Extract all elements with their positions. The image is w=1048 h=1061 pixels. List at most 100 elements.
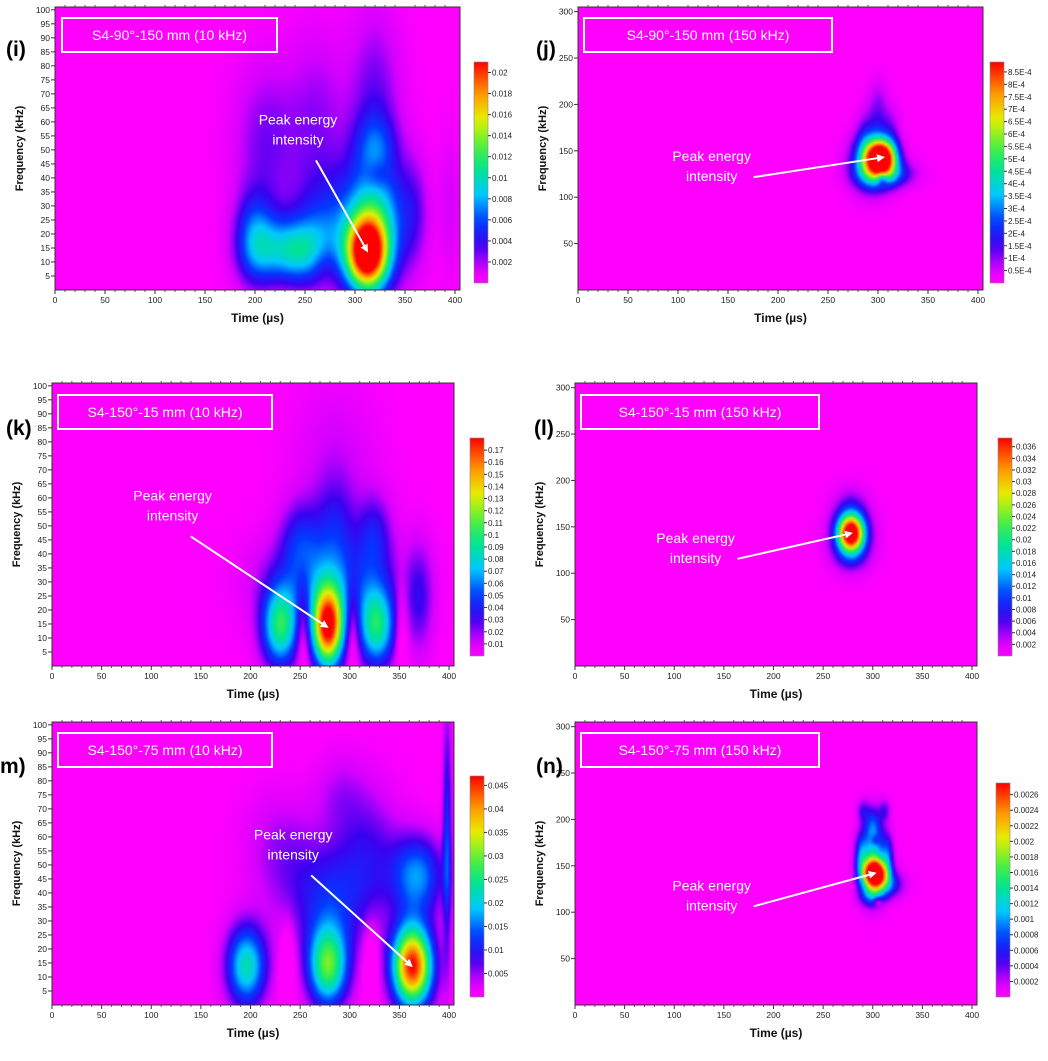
x-axis-label: Time (µs): [750, 1026, 803, 1040]
heatmap-image: [55, 7, 460, 290]
y-axis-label: Frequency (kHz): [14, 105, 26, 191]
annotation-line-2: intensity: [268, 846, 319, 862]
colorbar: [997, 437, 1013, 657]
colorbar-tick-label: 3E-4: [1008, 205, 1025, 214]
colorbar-tick-label: 0.004: [1016, 629, 1037, 638]
colorbar-tick-label: 0.11: [488, 519, 504, 528]
y-tick-label: 200: [559, 99, 573, 109]
y-tick-label: 40: [38, 888, 48, 898]
annotation-line-2: intensity: [147, 507, 198, 523]
colorbar-tick-label: 7.5E-4: [1008, 93, 1032, 102]
annotation-line-2: intensity: [686, 897, 737, 913]
colorbar-tick-label: 0.0012: [1014, 900, 1039, 909]
colorbar-tick-label: 0.02: [488, 628, 504, 637]
x-tick-label: 400: [442, 1010, 456, 1020]
colorbar-tick-label: 0.015: [488, 922, 509, 931]
y-tick-label: 200: [556, 475, 570, 485]
plot-frame: [51, 721, 455, 1006]
plot-frame: [577, 6, 984, 291]
annotation-line-2: intensity: [272, 131, 323, 147]
y-tick-label: 60: [38, 493, 48, 503]
x-axis-label: Time (µs): [227, 1026, 280, 1040]
colorbar-tick-label: 0.15: [488, 470, 504, 479]
y-tick-label: 50: [41, 145, 51, 155]
y-tick-label: 40: [38, 549, 48, 559]
panel-title: S4-90°-150 mm (150 kHz): [627, 27, 790, 43]
x-tick-label: 50: [620, 1010, 630, 1020]
colorbar-tick-label: 0.06: [488, 579, 504, 588]
x-tick-label: 400: [448, 295, 462, 305]
y-tick-label: 100: [36, 5, 50, 15]
x-tick-label: 350: [392, 671, 406, 681]
x-tick-label: 200: [243, 671, 257, 681]
y-tick-label: 65: [38, 818, 48, 828]
colorbar-tick-label: 0.01: [488, 946, 504, 955]
colorbar-tick-label: 0.016: [1016, 559, 1037, 568]
x-tick-label: 50: [97, 1010, 107, 1020]
x-tick-label: 350: [398, 295, 412, 305]
panel-title: S4-150°-15 mm (150 kHz): [619, 404, 782, 420]
peak-arrow: [310, 874, 413, 968]
y-tick-label: 85: [41, 47, 51, 57]
x-tick-label: 200: [766, 671, 780, 681]
x-tick-label: 100: [667, 1010, 681, 1020]
y-tick-label: 200: [556, 814, 570, 824]
panel-letter: (n): [536, 755, 563, 778]
y-tick-label: 20: [38, 605, 48, 615]
peak-arrow: [737, 530, 853, 560]
y-tick-label: 35: [38, 563, 48, 573]
y-tick-label: 55: [41, 131, 51, 141]
y-tick-label: 15: [38, 619, 48, 629]
y-tick-label: 35: [41, 187, 51, 197]
x-tick-label: 350: [392, 1010, 406, 1020]
x-tick-label: 50: [100, 295, 110, 305]
colorbar-tick-label: 0.035: [488, 828, 509, 837]
y-tick-label: 250: [559, 53, 573, 63]
y-tick-label: 90: [38, 409, 48, 419]
colorbar-tick-label: 0.008: [1016, 605, 1037, 614]
colorbar-tick-label: 0.0008: [1014, 931, 1039, 940]
colorbar-tick-label: 0.018: [492, 90, 513, 99]
colorbar-tick-label: 0.026: [1016, 501, 1037, 510]
panel-title: S4-150°-15 mm (10 kHz): [88, 404, 243, 420]
colorbar-tick-label: 0.006: [1016, 617, 1037, 626]
y-tick-label: 5: [42, 647, 47, 657]
colorbar-tick-label: 0.0002: [1014, 977, 1039, 986]
colorbar-tick-label: 0.0004: [1014, 962, 1039, 971]
panel-title: S4-150°-75 mm (150 kHz): [619, 742, 782, 758]
y-tick-label: 90: [41, 33, 51, 43]
colorbar-tick-label: 0.016: [492, 111, 513, 120]
x-tick-label: 200: [243, 1010, 257, 1020]
panel-4: 0 50 100 150 200 250 300 350 400 50 100 150 200 250 30…: [534, 381, 1037, 701]
y-tick-label: 300: [559, 7, 573, 17]
colorbar-tick-label: 3.5E-4: [1008, 192, 1032, 201]
y-tick-label: 100: [556, 568, 570, 578]
colorbar-tick-label: 0.002: [1014, 837, 1035, 846]
y-tick-label: 100: [559, 192, 573, 202]
x-axis-label: Time (µs): [227, 687, 280, 701]
x-tick-label: 150: [717, 1010, 731, 1020]
colorbar-tick-label: 0.025: [488, 875, 509, 884]
y-tick-label: 55: [38, 846, 48, 856]
colorbar: [473, 61, 489, 284]
colorbar: [995, 782, 1011, 998]
colorbar-tick-label: 0.04: [488, 805, 504, 814]
y-tick-label: 50: [38, 860, 48, 870]
colorbar-tick-label: 0.13: [488, 495, 504, 504]
panel-title: S4-90°-150 mm (10 kHz): [92, 27, 247, 43]
y-tick-label: 75: [41, 75, 51, 85]
colorbar-tick-label: 0.04: [488, 604, 504, 613]
panel-letter: m): [0, 755, 26, 778]
x-tick-label: 400: [965, 1010, 979, 1020]
y-tick-label: 250: [556, 429, 570, 439]
peak-arrow: [190, 535, 329, 628]
y-tick-label: 100: [33, 381, 47, 391]
y-tick-label: 50: [564, 239, 574, 249]
panel-title-box: [57, 394, 273, 430]
x-tick-label: 300: [343, 1010, 357, 1020]
colorbar-tick-label: 0.5E-4: [1008, 267, 1032, 276]
y-tick-label: 10: [41, 257, 51, 267]
x-tick-label: 200: [766, 1010, 780, 1020]
